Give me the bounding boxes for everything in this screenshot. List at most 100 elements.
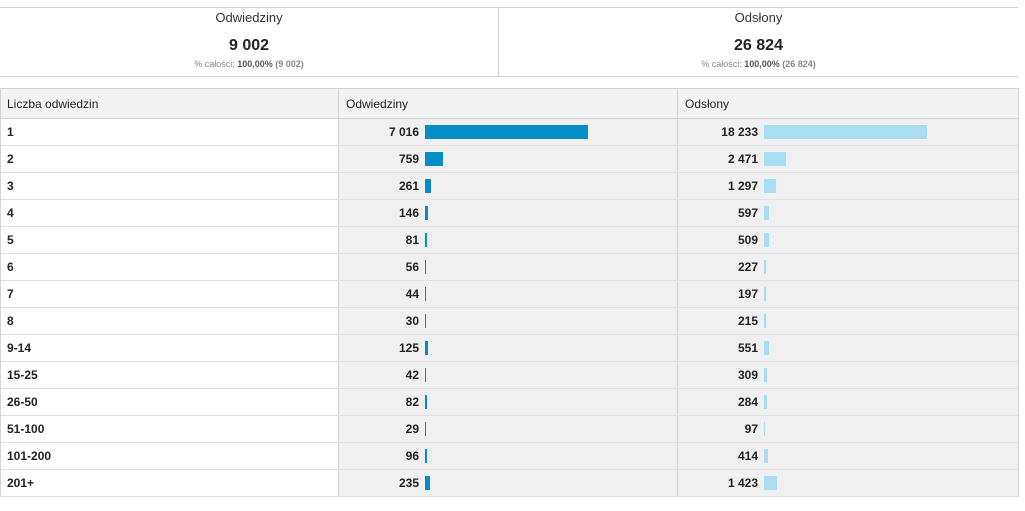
summary-visits-pct: % całości: 100,00% (9 002)	[0, 59, 498, 69]
pageviews-value: 414	[737, 449, 758, 463]
table-row: 7 44 197	[1, 281, 1018, 308]
pageviews-cell: 97	[678, 416, 1018, 442]
pageviews-value: 2 471	[727, 152, 758, 166]
visits-bar	[425, 314, 426, 328]
visits-cell: 261	[339, 173, 678, 199]
visits-value: 759	[398, 152, 419, 166]
pageviews-bar-track	[764, 341, 964, 355]
row-label: 6	[1, 254, 339, 280]
visits-bar	[425, 125, 588, 139]
pageviews-value: 284	[737, 395, 758, 409]
visits-bar-track	[425, 422, 625, 436]
row-label: 8	[1, 308, 339, 334]
visits-bar	[425, 368, 426, 382]
row-label: 26-50	[1, 389, 339, 415]
summary-visits: Odwiedziny 9 002 % całości: 100,00% (9 0…	[0, 8, 498, 76]
pageviews-value: 215	[737, 314, 758, 328]
visits-cell: 42	[339, 362, 678, 388]
pct-total: (9 002)	[275, 59, 304, 69]
pageviews-bar	[764, 422, 765, 436]
pageviews-bar-track	[764, 449, 964, 463]
visits-cell: 30	[339, 308, 678, 334]
pageviews-bar	[764, 395, 767, 409]
pageviews-value: 227	[737, 260, 758, 274]
pageviews-bar-track	[764, 422, 964, 436]
pageviews-bar	[764, 341, 769, 355]
pageviews-cell: 284	[678, 389, 1018, 415]
visits-bar-track	[425, 206, 625, 220]
pageviews-bar	[764, 125, 927, 139]
table-row: 1 7 016 18 233	[1, 119, 1018, 146]
visits-bar	[425, 260, 426, 274]
row-label: 4	[1, 200, 339, 226]
summary-visits-value: 9 002	[228, 37, 270, 54]
visits-cell: 96	[339, 443, 678, 469]
visits-value: 96	[405, 449, 419, 463]
pct-value: 100,00%	[237, 59, 273, 69]
table-header: Liczba odwiedzin Odwiedziny Odsłony	[1, 89, 1018, 119]
pageviews-bar-track	[764, 395, 964, 409]
table-row: 9-14 125 551	[1, 335, 1018, 362]
table-row: 5 81 509	[1, 227, 1018, 254]
visits-value: 146	[398, 206, 419, 220]
visits-bar	[425, 152, 443, 166]
pageviews-cell: 18 233	[678, 119, 1018, 145]
table-row: 2 759 2 471	[1, 146, 1018, 173]
pageviews-bar	[764, 233, 769, 247]
table-row: 201+ 235 1 423	[1, 470, 1018, 497]
visits-cell: 7 016	[339, 119, 678, 145]
visits-bar-track	[425, 395, 625, 409]
header-pageviews[interactable]: Odsłony	[678, 89, 1018, 118]
row-label: 2	[1, 146, 339, 172]
pageviews-value: 309	[737, 368, 758, 382]
visits-bar-track	[425, 179, 625, 193]
visits-cell: 29	[339, 416, 678, 442]
row-label: 15-25	[1, 362, 339, 388]
visits-bar	[425, 179, 431, 193]
visits-bar	[425, 206, 428, 220]
visits-value: 44	[405, 287, 419, 301]
pageviews-value: 1 297	[727, 179, 758, 193]
summary-pageviews-title: Odsłony	[734, 10, 783, 25]
pageviews-bar	[764, 287, 766, 301]
row-label: 3	[1, 173, 339, 199]
header-visit-count[interactable]: Liczba odwiedzin	[1, 89, 339, 118]
summary-visits-title: Odwiedziny	[215, 10, 283, 25]
table-row: 101-200 96 414	[1, 443, 1018, 470]
visits-bar-track	[425, 314, 625, 328]
visits-cell: 125	[339, 335, 678, 361]
pageviews-cell: 509	[678, 227, 1018, 253]
pageviews-cell: 215	[678, 308, 1018, 334]
pageviews-bar	[764, 260, 766, 274]
header-visits[interactable]: Odwiedziny	[339, 89, 678, 118]
row-label: 7	[1, 281, 339, 307]
visits-cell: 235	[339, 470, 678, 496]
pageviews-bar	[764, 449, 768, 463]
visits-bar-track	[425, 152, 625, 166]
visits-bar-track	[425, 341, 625, 355]
visits-bar-track	[425, 368, 625, 382]
visits-cell: 81	[339, 227, 678, 253]
visits-value: 125	[398, 341, 419, 355]
table-row: 15-25 42 309	[1, 362, 1018, 389]
pageviews-cell: 197	[678, 281, 1018, 307]
visits-bar-track	[425, 476, 625, 490]
summary-pageviews-pct: % całości: 100,00% (26 824)	[499, 59, 1018, 69]
pageviews-bar-track	[764, 125, 964, 139]
visits-bar-track	[425, 233, 625, 247]
pageviews-bar	[764, 179, 776, 193]
pageviews-value: 97	[744, 422, 758, 436]
visits-value: 7 016	[388, 125, 419, 139]
pageviews-bar	[764, 206, 769, 220]
visits-value: 29	[405, 422, 419, 436]
data-table: Liczba odwiedzin Odwiedziny Odsłony 1 7 0…	[0, 88, 1019, 497]
visits-value: 82	[405, 395, 419, 409]
pageviews-value: 509	[737, 233, 758, 247]
visits-value: 235	[398, 476, 419, 490]
table-row: 26-50 82 284	[1, 389, 1018, 416]
visits-cell: 44	[339, 281, 678, 307]
visits-bar	[425, 341, 428, 355]
visits-cell: 146	[339, 200, 678, 226]
pageviews-bar-track	[764, 314, 964, 328]
